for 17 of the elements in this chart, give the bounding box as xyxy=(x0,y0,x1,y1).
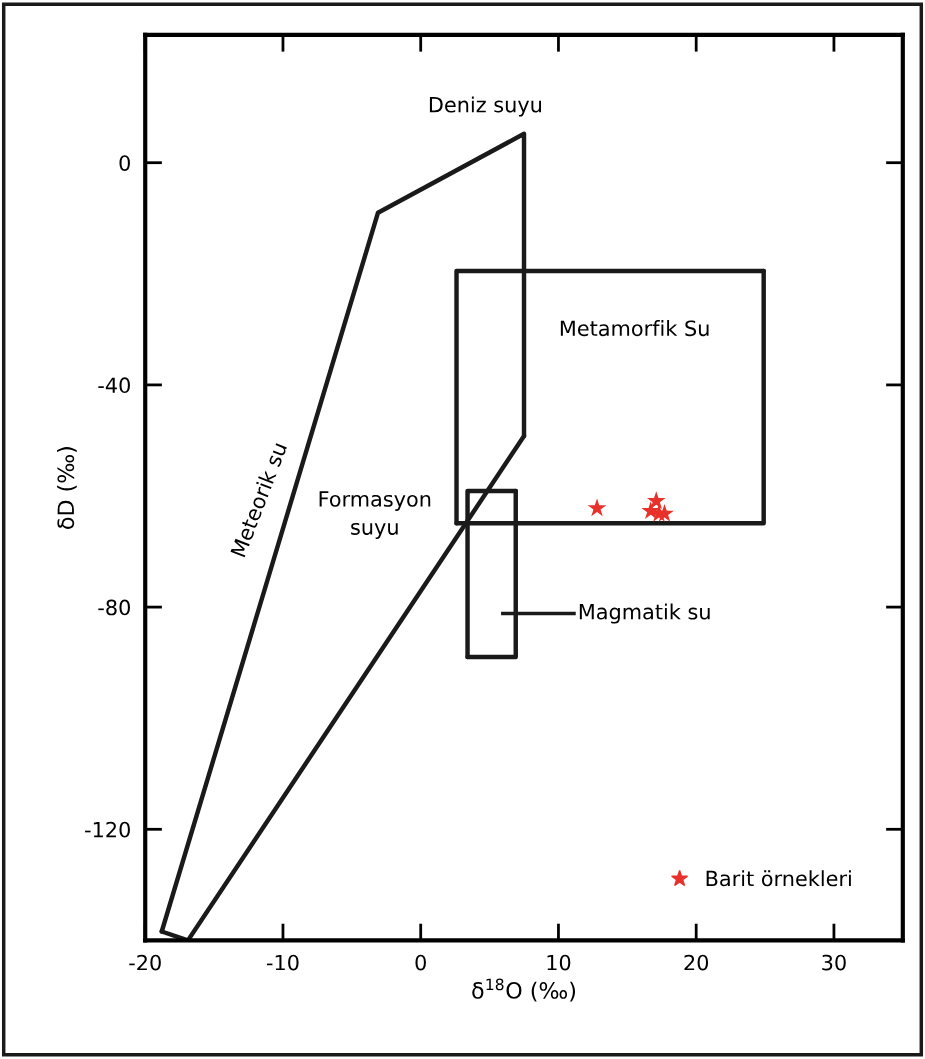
annotation: Formasyon suyu xyxy=(319,491,431,539)
x-tick-label: -20 xyxy=(129,954,161,971)
x-tick-label: 30 xyxy=(822,954,846,971)
y-tick-label: 0 xyxy=(119,155,130,171)
annotation: Deniz suyu xyxy=(429,96,541,117)
y-tick-label: -80 xyxy=(98,599,130,616)
annotation: Magmatik su xyxy=(579,603,710,624)
x-tick-label: 0 xyxy=(415,954,426,971)
x-tick-label: 10 xyxy=(547,954,571,971)
y-tick-label: -120 xyxy=(85,821,130,838)
legend-label: Barit örnekleri xyxy=(706,870,851,887)
x-axis-title: δ$^{18}$O (‰) xyxy=(472,978,576,1002)
x-tick-label: -10 xyxy=(266,954,299,971)
x-tick-label: 20 xyxy=(684,954,709,971)
annotation: Metamorfik Su xyxy=(560,320,709,337)
y-tick-label: -40 xyxy=(98,377,130,394)
y-axis-title: δD (‰) xyxy=(57,447,77,529)
